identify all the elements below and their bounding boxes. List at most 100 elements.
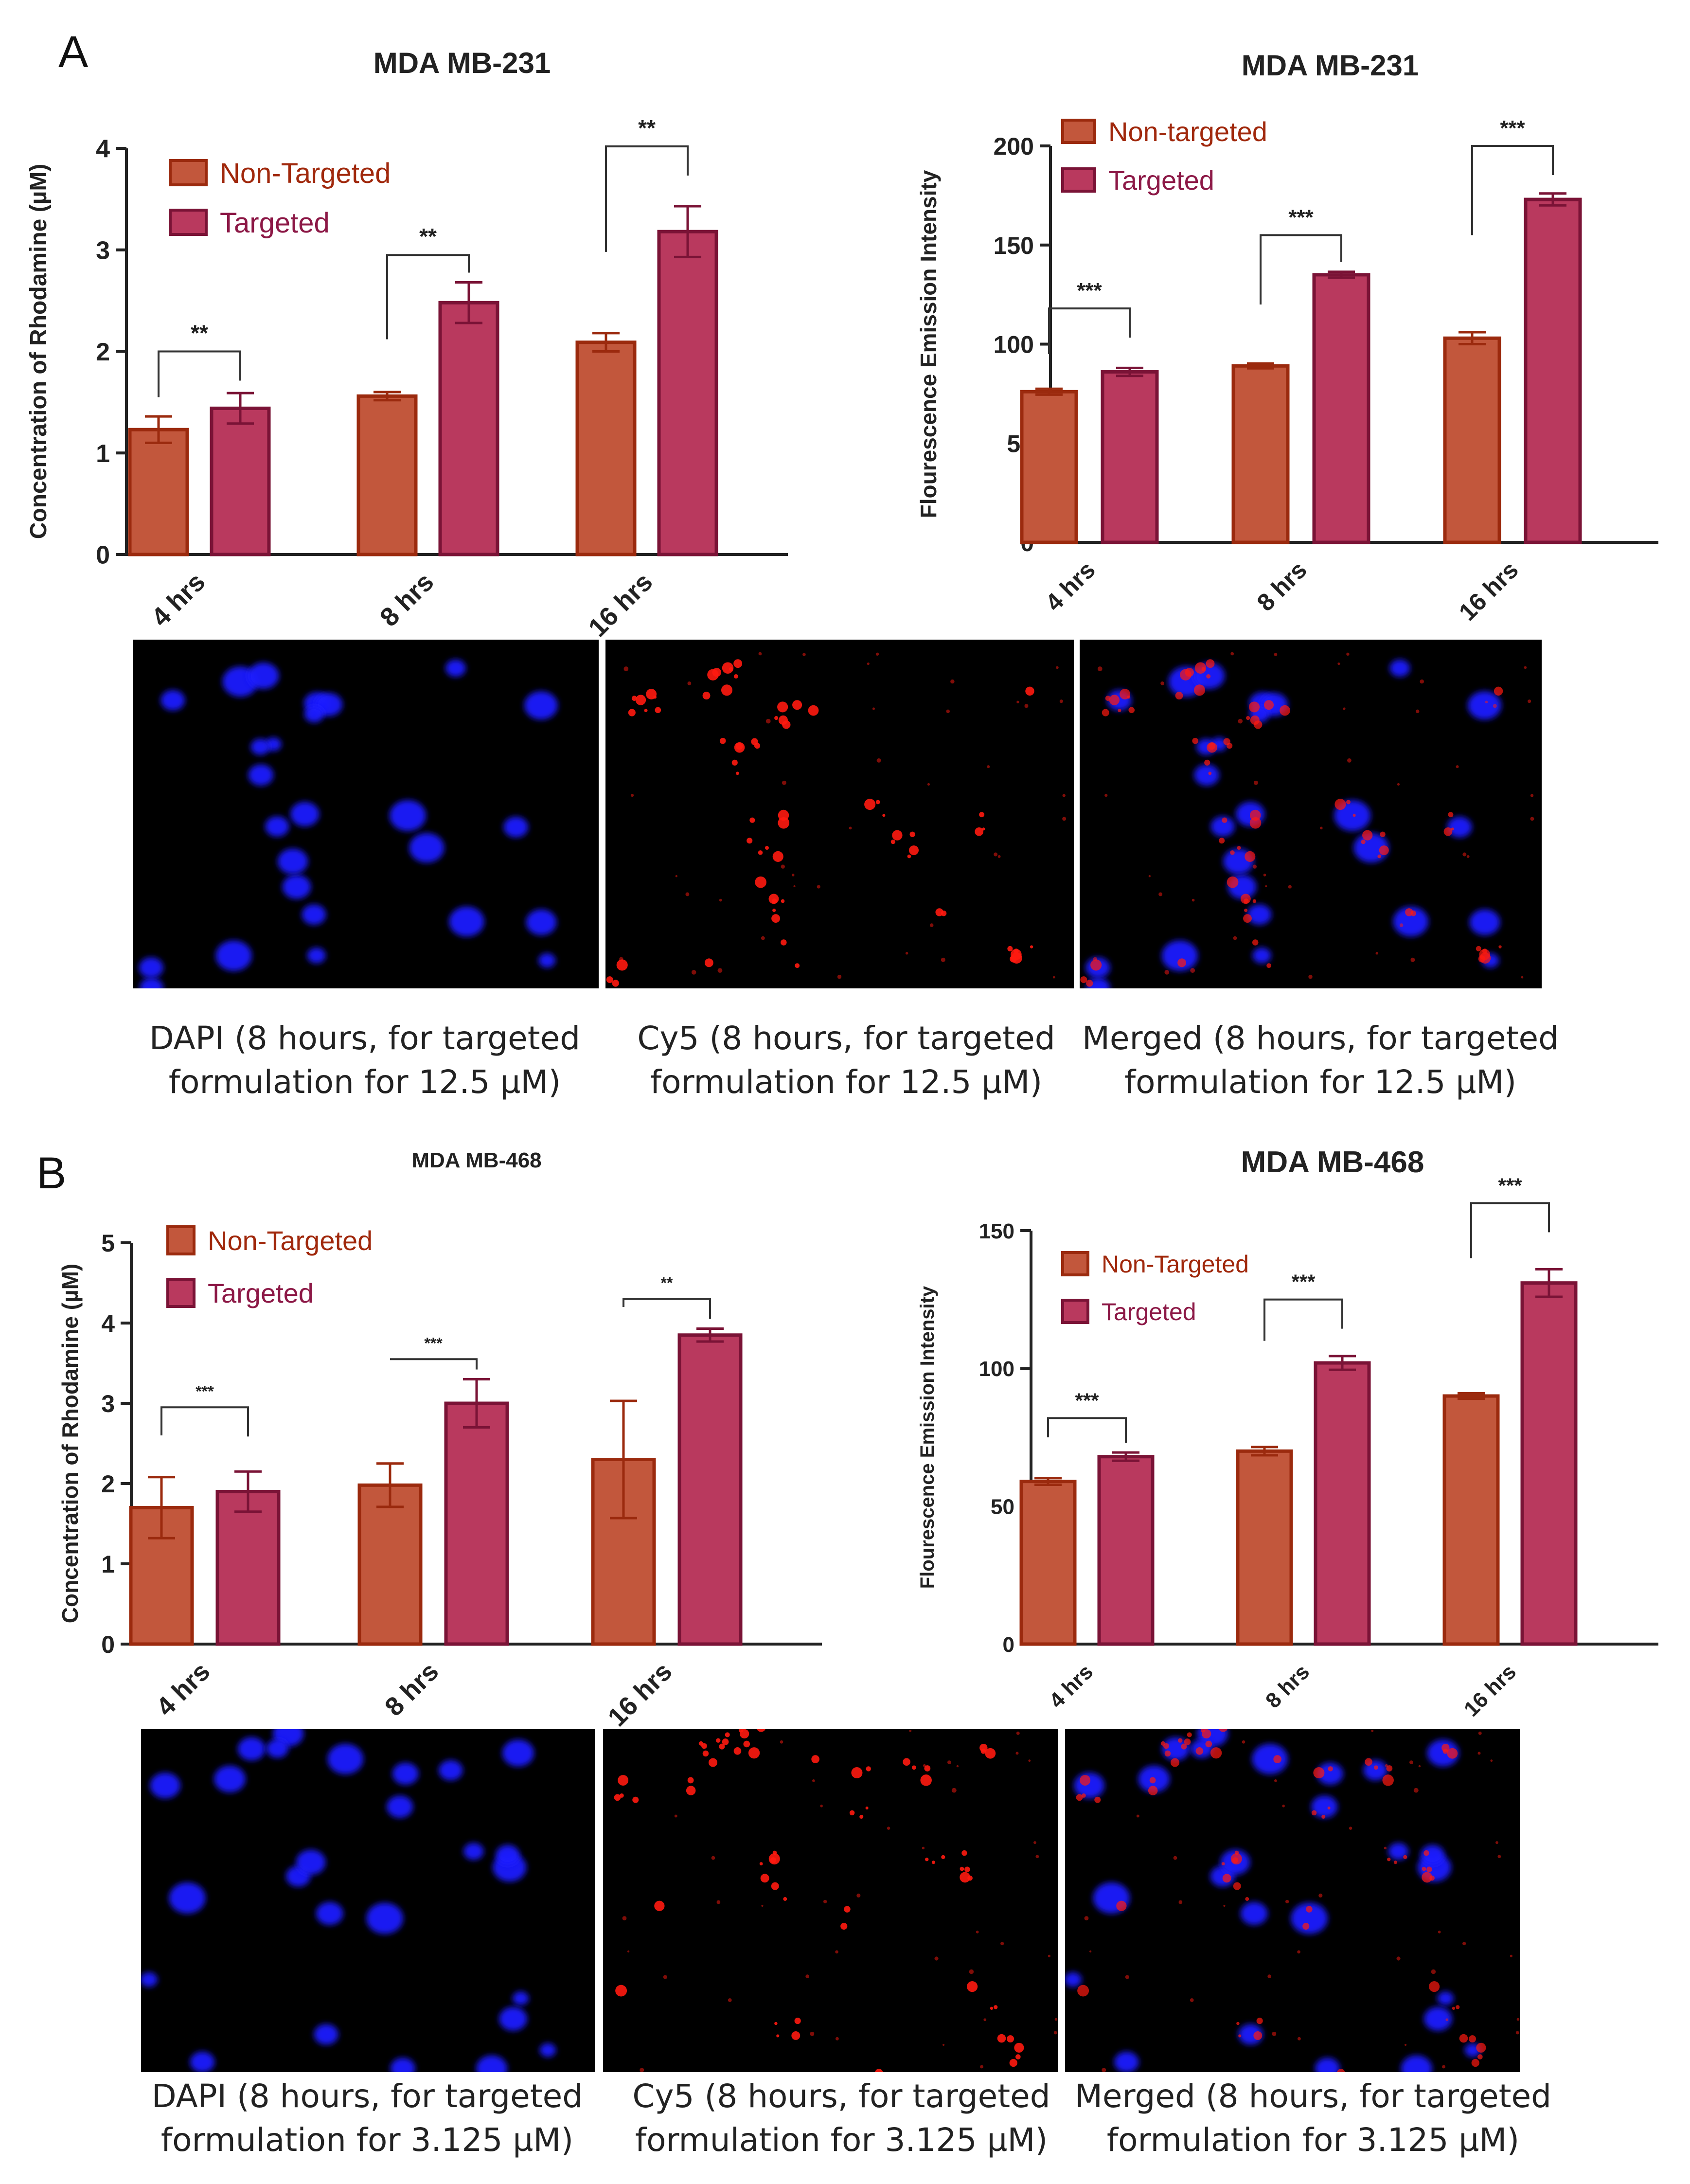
caption-b-merged-line2: formulation for 3.125 µM)	[1106, 2121, 1520, 2159]
significance-label: ***	[1288, 205, 1314, 229]
cy5-speck	[817, 885, 820, 889]
cy5-spot	[1007, 946, 1013, 951]
y-tick-label: 0	[1003, 1633, 1014, 1657]
cy5-spot	[1476, 946, 1481, 951]
cy5-speck	[1308, 974, 1313, 979]
cy5-spot	[920, 1774, 932, 1786]
y-tick-label: 0	[101, 1631, 115, 1658]
caption-b-cy5-line2: formulation for 3.125 µM)	[635, 2121, 1048, 2159]
bar-targeted-1	[1312, 273, 1370, 544]
bar-targeted-0	[215, 1490, 281, 1646]
nucleus	[366, 1902, 403, 1934]
cy5-speck	[1485, 700, 1488, 703]
cy5-spot	[997, 2034, 1006, 2043]
nucleus	[499, 2007, 527, 2031]
cy5-speck	[675, 875, 677, 877]
cy5-spot	[1403, 1855, 1407, 1860]
cy5-speck	[1035, 1855, 1039, 1859]
cy5-spot	[1250, 715, 1260, 725]
cy5-speck	[1347, 758, 1352, 763]
cy5-speck	[1164, 970, 1170, 975]
nucleus	[250, 738, 270, 755]
y-tick-label: 100	[979, 1357, 1014, 1381]
legend-swatch-non-targeted	[1061, 1251, 1089, 1276]
cy5-speck	[947, 1760, 951, 1765]
cy5-spot	[1149, 1777, 1156, 1784]
cy5-speck	[942, 2043, 945, 2046]
cy5-spot	[875, 2069, 883, 2072]
y-axis-label: Flourescence Emission Intensity	[917, 1286, 938, 1589]
y-tick-label: 4	[96, 135, 110, 163]
cy5-spot	[644, 709, 648, 713]
cy5-spot	[1222, 1874, 1231, 1883]
legend-swatch-targeted	[1061, 1299, 1089, 1324]
cy5-spot	[765, 846, 769, 850]
significance-bracket	[160, 1406, 249, 1437]
cy5-speck	[1515, 2031, 1519, 2035]
cy5-speck	[1136, 1814, 1139, 1818]
cy5-speck	[909, 1729, 912, 1732]
cy5-speck	[1125, 1975, 1129, 1979]
cy5-speck	[1089, 1950, 1092, 1952]
cy5-spot	[1405, 908, 1413, 916]
cy5-spot	[795, 963, 800, 968]
nucleus	[449, 906, 484, 937]
bar-non-targeted-2	[1443, 336, 1501, 544]
cy5-spot	[1498, 945, 1502, 949]
cy5-spot	[755, 876, 766, 888]
significance-bracket	[1470, 1202, 1550, 1258]
cy5-spot	[653, 695, 657, 699]
legend-label-non-targeted: Non-Targeted	[1102, 1251, 1249, 1278]
cy5-spot	[1447, 1748, 1458, 1759]
cy5-spot	[907, 854, 911, 859]
legend-swatch-non-targeted	[166, 1225, 196, 1255]
cy5-spot	[1094, 1796, 1101, 1803]
cy5-spot	[772, 851, 783, 862]
cy5-speck	[875, 652, 879, 656]
legend-label-targeted: Targeted	[1108, 165, 1214, 196]
cy5-spot	[1007, 2035, 1014, 2043]
cy5-spot	[1373, 1765, 1378, 1770]
bar-targeted-0	[1097, 1455, 1155, 1646]
cy5-spot	[1443, 827, 1453, 836]
cy5-speck	[1192, 898, 1195, 902]
cy5-speck	[1442, 2065, 1446, 2069]
cy5-spot	[1469, 2035, 1477, 2043]
bar-non-targeted-0	[128, 428, 189, 556]
cy5-spot	[1386, 1765, 1393, 1772]
bar-non-targeted-1	[1231, 364, 1290, 544]
cy5-spot	[729, 667, 733, 671]
cy5-spot	[903, 1758, 910, 1766]
cy5-spot	[924, 1765, 931, 1772]
caption-a-dapi-line2: formulation for 12.5 µM)	[168, 1063, 561, 1101]
cy5-speck	[1015, 1752, 1019, 1755]
cy5-spot	[733, 1747, 742, 1755]
cy5-spot	[1306, 1906, 1313, 1913]
cy5-spot	[619, 1793, 624, 1798]
nucleus	[266, 1739, 289, 1758]
cy5-speck	[950, 679, 955, 684]
y-tick-label: 1	[101, 1551, 115, 1578]
cy5-spot	[1204, 759, 1210, 766]
cy5-spot	[632, 1796, 639, 1803]
cy5-spot	[777, 701, 788, 713]
cy5-spot	[1238, 2034, 1242, 2038]
caption-b-cy5: Cy5 (8 hours, for targeted formulation f…	[574, 2075, 1109, 2162]
significance-label: ***	[1498, 1174, 1522, 1197]
cy5-spot	[794, 2017, 801, 2024]
nucleus	[1393, 906, 1429, 937]
cy5-spot	[1014, 2042, 1024, 2053]
cy5-speck	[1160, 681, 1164, 685]
cy5-speck	[969, 1969, 974, 1974]
cy5-speck	[630, 793, 634, 797]
cy5-speck	[849, 826, 852, 830]
nucleus	[1114, 2051, 1139, 2072]
nucleus	[1427, 1739, 1459, 1767]
cy5-spot	[840, 1922, 848, 1930]
cy5-spot	[778, 809, 789, 821]
cy5-speck	[876, 758, 881, 763]
cy5-spot	[1227, 876, 1239, 888]
cy5-spot	[1080, 976, 1087, 984]
nucleus	[524, 691, 558, 720]
y-tick-label: 1	[96, 440, 110, 468]
